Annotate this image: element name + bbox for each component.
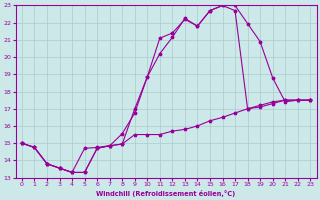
X-axis label: Windchill (Refroidissement éolien,°C): Windchill (Refroidissement éolien,°C) [96, 190, 236, 197]
